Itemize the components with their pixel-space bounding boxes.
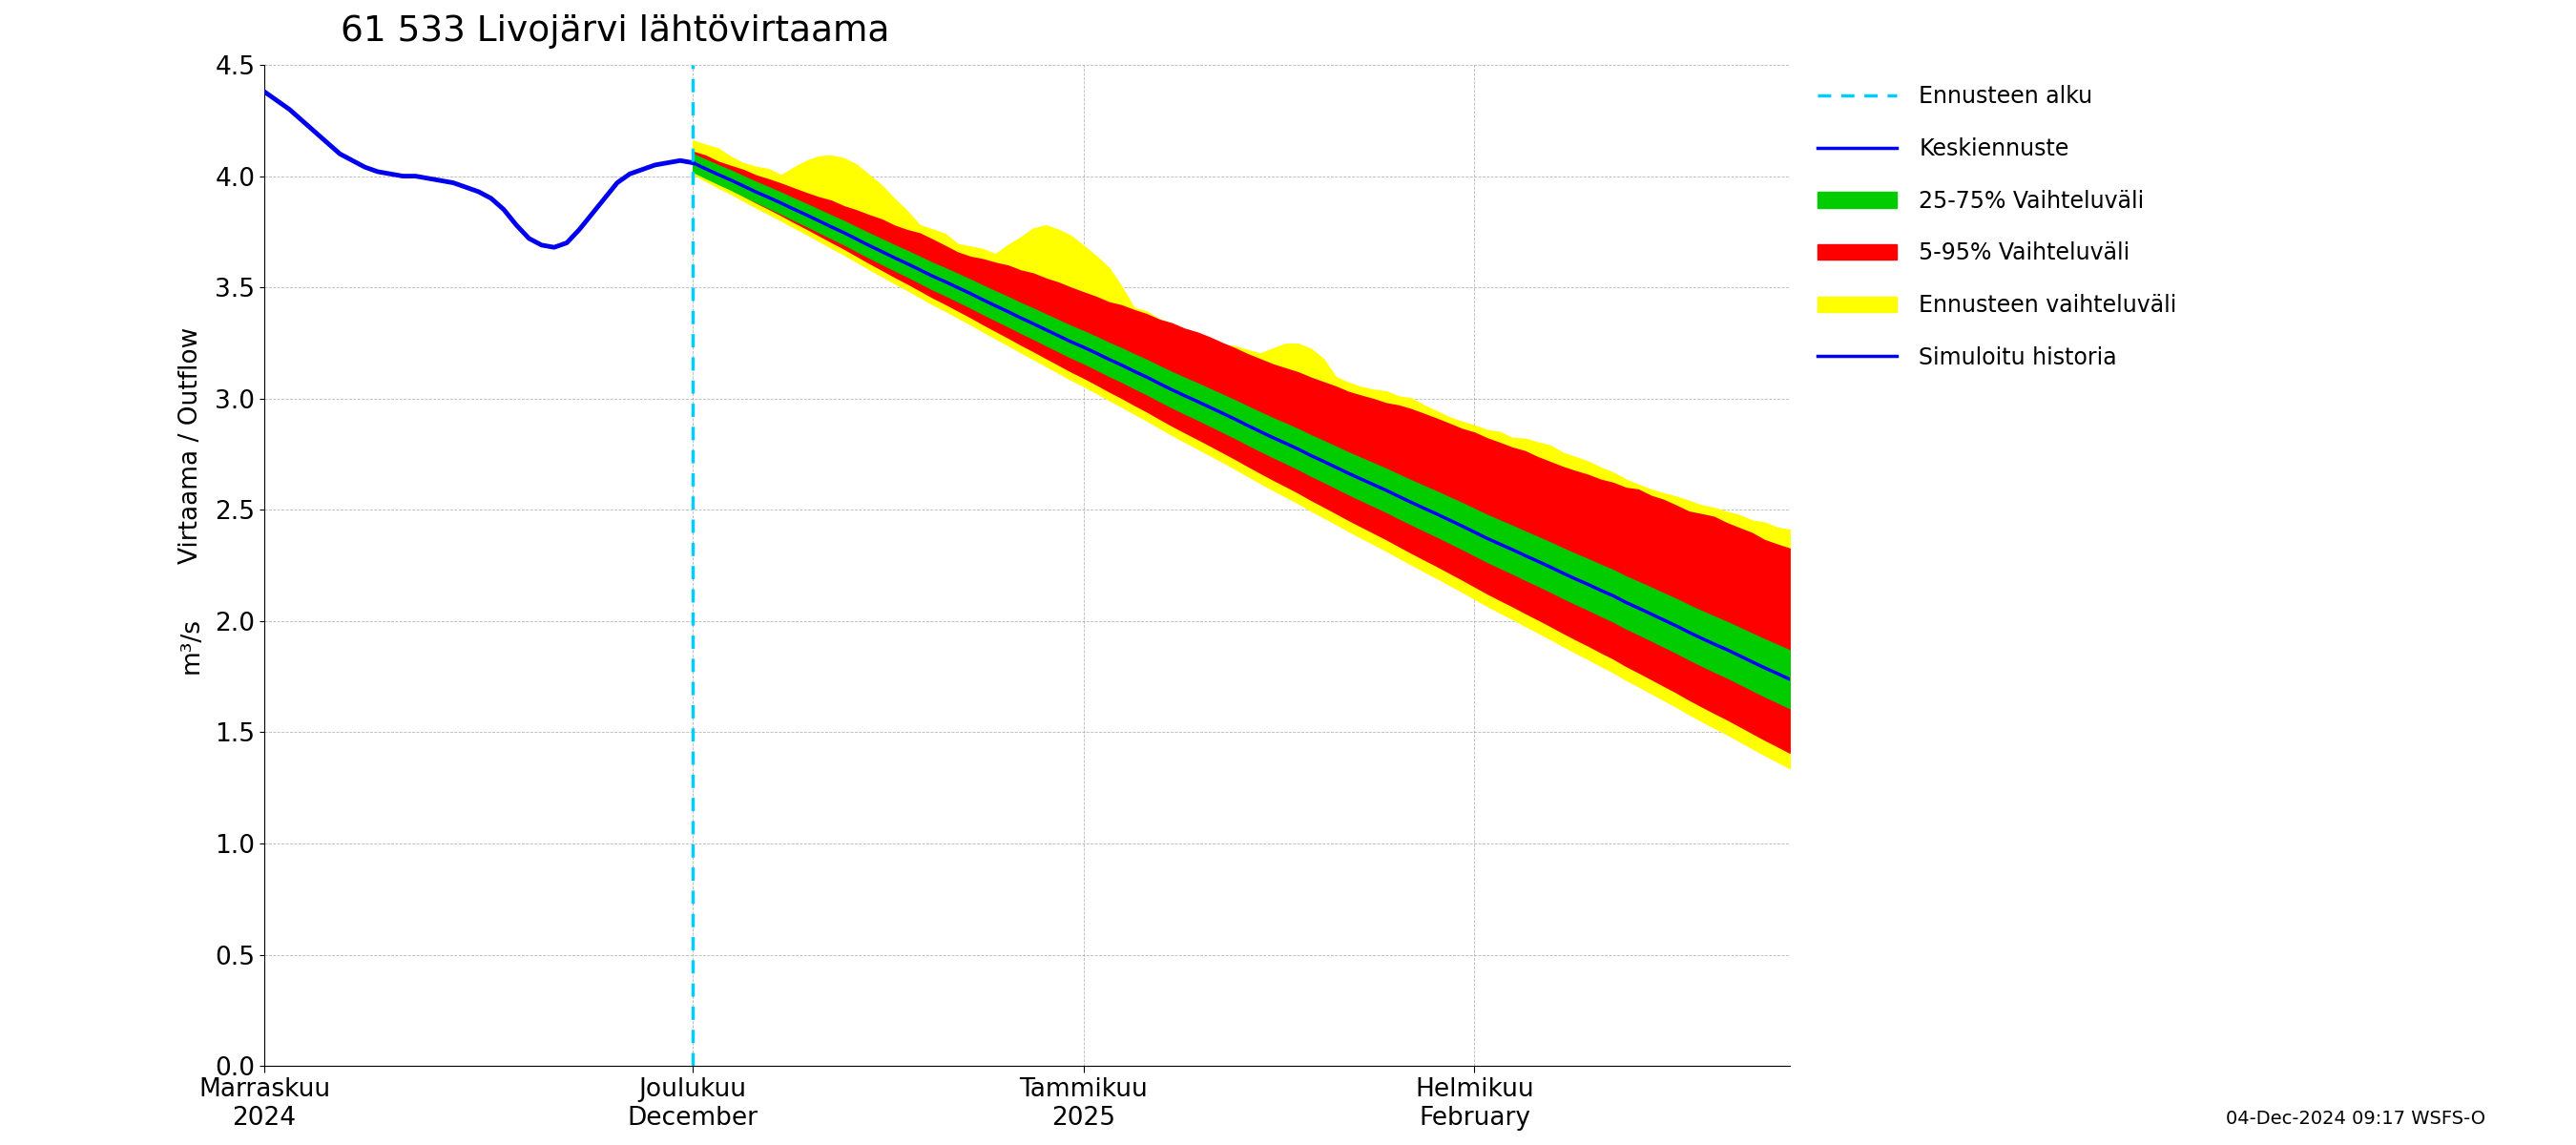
Text: Virtaama / Outflow: Virtaama / Outflow <box>178 326 204 563</box>
Text: 04-Dec-2024 09:17 WSFS-O: 04-Dec-2024 09:17 WSFS-O <box>2226 1110 2486 1128</box>
Text: 61 533 Livojärvi lähtövirtaama: 61 533 Livojärvi lähtövirtaama <box>340 14 889 48</box>
Legend: Ennusteen alku, Keskiennuste, 25-75% Vaihteluväli, 5-95% Vaihteluväli, Ennusteen: Ennusteen alku, Keskiennuste, 25-75% Vai… <box>1808 77 2187 378</box>
Text: m³/s: m³/s <box>178 617 204 673</box>
